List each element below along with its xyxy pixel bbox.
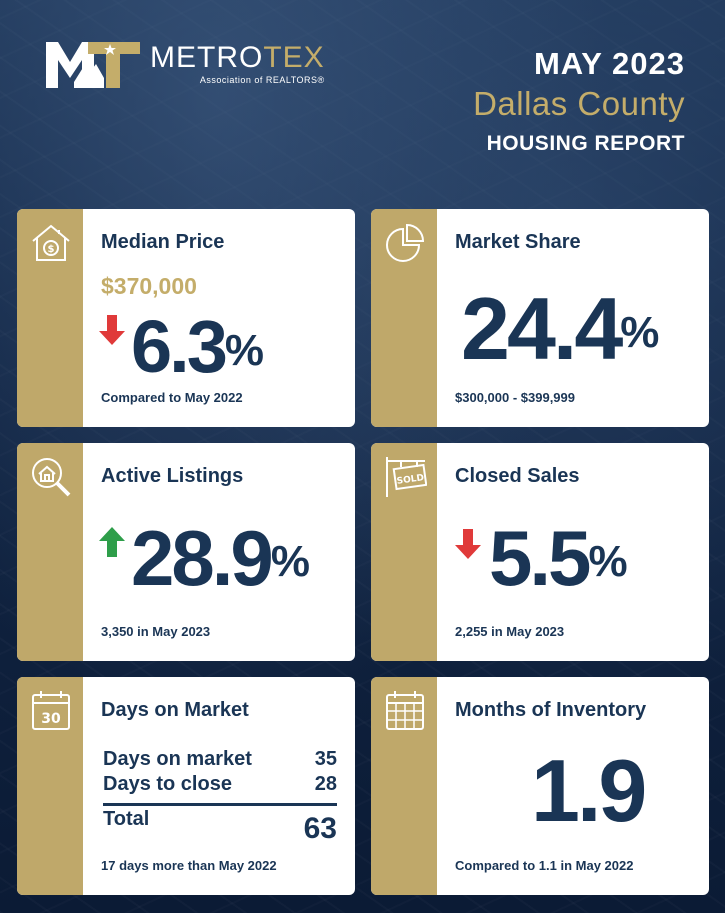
days-on-market-card: 30 Days on Market Days on market 35 Days… <box>17 677 355 895</box>
active-listings-card: Active Listings 28.9% 3,350 in May 2023 <box>17 443 355 661</box>
days-on-market-table: Days on market 35 Days to close 28 Total… <box>103 747 337 846</box>
closed-sales-change-unit: % <box>588 537 628 586</box>
dom-row-label: Days on market <box>103 748 252 770</box>
closed-sales-title: Closed Sales <box>455 465 580 487</box>
dom-total-row: Total 63 <box>103 803 337 846</box>
closed-sales-card: SOLD Closed Sales 5.5% 2,255 in May 2023 <box>371 443 709 661</box>
table-row: Days on market 35 <box>103 747 337 772</box>
months-of-inventory-title: Months of Inventory <box>455 699 647 721</box>
active-listings-footer: 3,350 in May 2023 <box>101 624 211 639</box>
market-share-value-wrap: 24.4% <box>461 279 659 379</box>
house-magnifier-icon <box>32 458 71 497</box>
closed-sales-change-value: 5.5 <box>489 514 591 602</box>
card-strip <box>17 209 83 427</box>
card-strip <box>17 677 83 895</box>
report-title: HOUSING REPORT <box>486 132 685 155</box>
dom-total-value: 63 <box>303 812 337 845</box>
logo-tex: TEX <box>263 41 325 74</box>
market-share-footer: $300,000 - $399,999 <box>455 390 575 405</box>
house-dollar-icon: $ <box>32 224 70 261</box>
card-strip <box>371 677 437 895</box>
mt-logo-mark-icon <box>46 42 140 88</box>
logo-metro: METRO <box>150 41 264 74</box>
closed-sales-footer: 2,255 in May 2023 <box>455 624 565 639</box>
down-arrow-icon <box>455 529 481 559</box>
dom-total-label: Total <box>103 808 150 830</box>
calendar-30-icon: 30 <box>32 691 70 730</box>
median-price-title: Median Price <box>101 231 225 253</box>
months-of-inventory-value: 1.9 <box>531 741 647 840</box>
median-price-value: $370,000 <box>101 273 197 299</box>
median-price-change-unit: % <box>224 326 264 375</box>
active-listings-change-unit: % <box>270 537 310 586</box>
median-price-footer: Compared to May 2022 <box>101 390 243 405</box>
dom-row-label: Days to close <box>103 773 232 795</box>
market-share-title: Market Share <box>455 231 581 253</box>
report-header: MAY 2023 Dallas County HOUSING REPORT <box>473 46 685 156</box>
up-arrow-icon <box>99 527 125 557</box>
market-share-value: 24.4 <box>461 279 623 378</box>
months-of-inventory-footer: Compared to 1.1 in May 2022 <box>455 858 634 873</box>
months-of-inventory-card: Months of Inventory 1.9 Compared to 1.1 … <box>371 677 709 895</box>
dom-row-value: 28 <box>314 773 337 795</box>
down-arrow-icon <box>99 315 125 345</box>
svg-text:SOLD: SOLD <box>396 473 424 487</box>
table-row: Days to close 28 <box>103 772 337 797</box>
svg-text:$: $ <box>48 244 55 255</box>
dom-row-value: 35 <box>314 748 337 770</box>
calendar-grid-icon <box>386 691 424 730</box>
logo-subtitle: Association of REALTORS® <box>199 75 325 85</box>
calendar-icon-text: 30 <box>41 711 61 727</box>
metrotex-logo: METROTEX Association of REALTORS® <box>44 38 325 90</box>
days-on-market-title: Days on Market <box>101 699 249 721</box>
market-share-card: Market Share 24.4% $300,000 - $399,999 <box>371 209 709 427</box>
median-price-card: $ Median Price $370,000 6.3% Compared to… <box>17 209 355 427</box>
active-listings-title: Active Listings <box>101 465 244 487</box>
report-county: Dallas County <box>473 85 685 122</box>
days-on-market-footer: 17 days more than May 2022 <box>101 858 277 873</box>
market-share-unit: % <box>620 308 660 357</box>
sold-sign-icon: SOLD <box>386 457 427 497</box>
report-month: MAY 2023 <box>533 46 685 81</box>
median-price-change: 6.3% <box>131 305 264 389</box>
median-price-change-value: 6.3 <box>131 305 228 388</box>
active-listings-change-value: 28.9 <box>131 514 274 602</box>
pie-chart-icon <box>386 223 425 262</box>
active-listings-change: 28.9% <box>131 513 310 603</box>
closed-sales-change: 5.5% <box>489 513 628 603</box>
